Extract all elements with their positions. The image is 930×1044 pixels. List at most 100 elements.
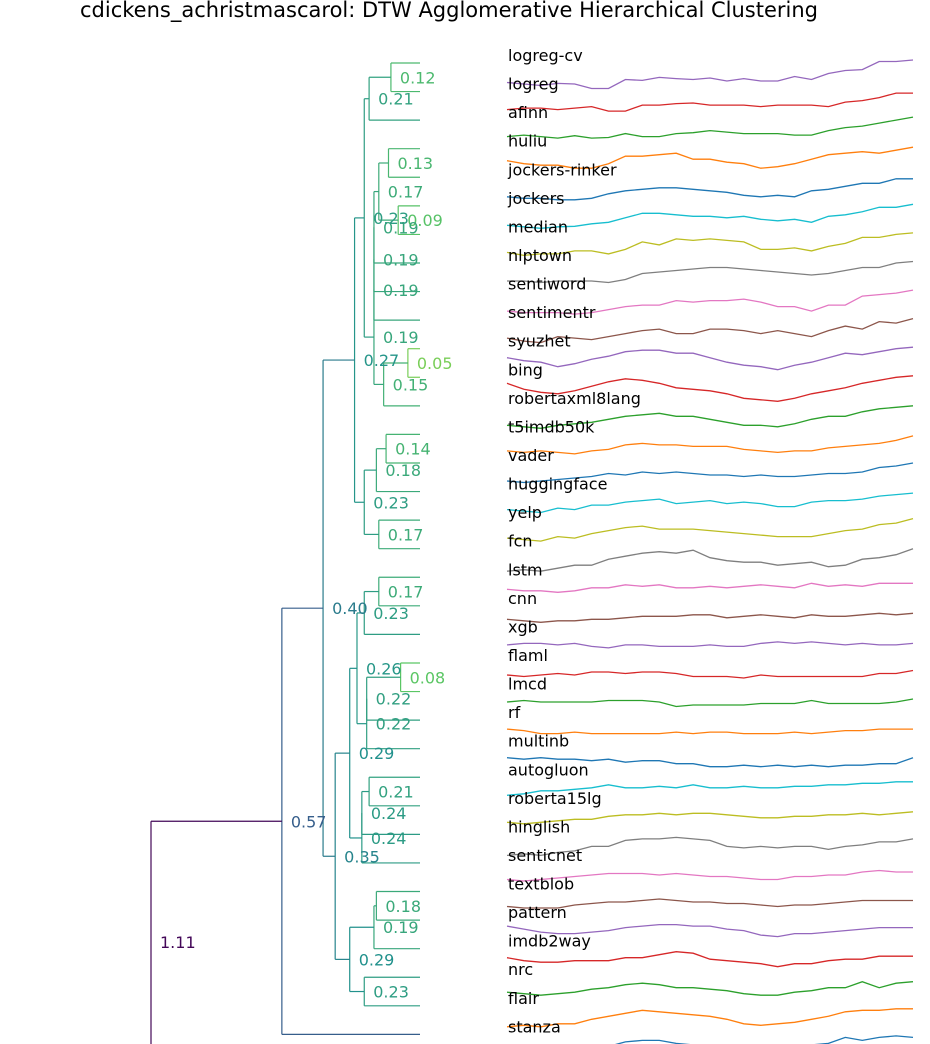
- leaf-series-line: [506, 548, 914, 572]
- merge-height-label: 0.13: [397, 154, 433, 173]
- leaf-series-line: [506, 346, 914, 371]
- leaf-label: imdb2way: [508, 932, 591, 951]
- leaf-series-line: [506, 289, 914, 315]
- leaf-series-line: [506, 462, 914, 484]
- leaf-label: vader: [508, 446, 554, 465]
- leaf-series-line: [614, 1035, 914, 1044]
- merge-height-label: 0.29: [359, 744, 395, 763]
- leaf-label: roberta15lg: [508, 789, 602, 808]
- leaf-label: flaml: [508, 646, 548, 665]
- leaf-label: syuzhet: [508, 332, 571, 351]
- merge-height-label: 0.23: [373, 209, 409, 228]
- merge-height-label: 0.15: [393, 375, 429, 394]
- merge-height-label: 0.22: [376, 715, 412, 734]
- leaf-series-line: [506, 405, 914, 429]
- leaf-series-line: [506, 811, 914, 825]
- leaf-label: xgb: [508, 617, 538, 636]
- leaf-series-line: [506, 582, 913, 593]
- merge-height-label: 0.09: [407, 211, 443, 230]
- merge-height-label: 0.21: [378, 90, 414, 109]
- merge-height-label: 0.23: [373, 493, 409, 512]
- leaf-series-line: [506, 698, 914, 708]
- leaf-series-line: [506, 898, 913, 909]
- leaf-label: huggingface: [508, 475, 607, 494]
- merge-height-label: 0.18: [385, 461, 421, 480]
- merge-height-label: 0.40: [332, 599, 368, 618]
- merge-height-label: 0.08: [410, 668, 446, 687]
- leaf-label: hinglish: [508, 817, 570, 836]
- leaf-label: multinb: [508, 732, 569, 751]
- leaf-label: fcn: [508, 532, 533, 551]
- leaf-series-line: [507, 260, 914, 284]
- leaf-label: t5imdb50k: [508, 417, 595, 436]
- merge-height-label: 0.14: [395, 440, 431, 459]
- leaf-label: stanza: [508, 1017, 561, 1036]
- leaf-series-line: [506, 951, 913, 968]
- leaf-label: bing: [508, 360, 543, 379]
- merge-height-label: 0.29: [359, 950, 395, 969]
- leaf-series-line: [506, 612, 914, 623]
- leaf-series-line: [506, 869, 913, 882]
- leaf-label: lstm: [508, 560, 543, 579]
- leaf-series-line: [506, 517, 914, 542]
- chart-title: cdickens_achristmascarol: DTW Agglomerat…: [80, 0, 818, 23]
- leaf-series-line: [506, 59, 914, 90]
- leaf-series-line: [506, 981, 914, 996]
- leaf-labels: logreg-cv logreg afinn huliu jockers-rinker j…: [507, 46, 641, 1036]
- merge-height-label: 0.21: [378, 783, 414, 802]
- leaf-series-panel: [506, 59, 914, 1044]
- leaf-series-line: [506, 923, 913, 938]
- leaf-series-line: [506, 203, 914, 229]
- leaf-series-line: [506, 728, 913, 735]
- leaf-label: rf: [508, 703, 521, 722]
- leaf-label: afinn: [508, 103, 548, 122]
- merge-height-label: 0.23: [373, 983, 409, 1002]
- merge-height-label: 0.19: [383, 328, 419, 347]
- leaf-label: autogluon: [508, 760, 589, 779]
- dendrogram-tree: 0.12 0.21 0.13 0.09 0.17 0.19 0.19 0.19 0.05 0.15…: [150, 62, 453, 1044]
- leaf-series-line: [506, 836, 914, 857]
- leaf-series-line: [506, 1008, 913, 1028]
- leaf-label: yelp: [508, 503, 542, 522]
- merge-height-label: 0.22: [376, 690, 412, 709]
- leaf-series-line: [506, 317, 914, 344]
- merge-height-label: 0.05: [417, 354, 453, 373]
- merge-height-label: 0.57: [291, 812, 327, 831]
- leaf-label: jockers: [507, 189, 564, 208]
- leaf-label: nrc: [508, 960, 533, 979]
- merge-height-label: 0.35: [344, 847, 380, 866]
- leaf-label: pattern: [508, 903, 567, 922]
- leaf-series-line: [506, 781, 913, 796]
- leaf-series-line: [506, 435, 914, 455]
- merge-height-label: 0.17: [388, 525, 424, 544]
- merge-height-label: 0.23: [373, 604, 409, 623]
- merge-height-label: 0.24: [371, 804, 407, 823]
- leaf-series-line: [506, 492, 914, 514]
- merge-height-label: 0.24: [371, 829, 407, 848]
- merge-height-label: 0.17: [388, 183, 424, 202]
- leaf-label: logreg-cv: [508, 46, 583, 65]
- leaf-label: lmcd: [508, 675, 547, 694]
- leaf-series-line: [506, 178, 913, 201]
- leaf-label: sentiword: [508, 275, 586, 294]
- leaf-label: median: [508, 217, 568, 236]
- leaf-label: huliu: [508, 132, 547, 151]
- leaf-label: robertaxml8lang: [508, 389, 641, 408]
- leaf-label: cnn: [508, 589, 537, 608]
- leaf-label: sentimentr: [508, 303, 596, 322]
- leaf-series-line: [506, 232, 914, 257]
- leaf-series-line: [506, 757, 914, 768]
- leaf-series-line: [506, 375, 914, 402]
- leaf-label: flair: [508, 989, 539, 1008]
- leaf-label: textblob: [508, 875, 574, 894]
- leaf-label: logreg: [508, 75, 559, 94]
- leaf-series-line: [506, 116, 914, 139]
- leaf-series-line: [506, 641, 914, 649]
- leaf-series-line: [506, 92, 913, 112]
- merge-height-label: 0.18: [385, 897, 421, 916]
- merge-height-label: 0.17: [388, 583, 424, 602]
- merge-height-label: 0.19: [383, 918, 419, 937]
- leaf-label: jockers-rinker: [507, 160, 617, 179]
- leaf-label: senticnet: [508, 846, 582, 865]
